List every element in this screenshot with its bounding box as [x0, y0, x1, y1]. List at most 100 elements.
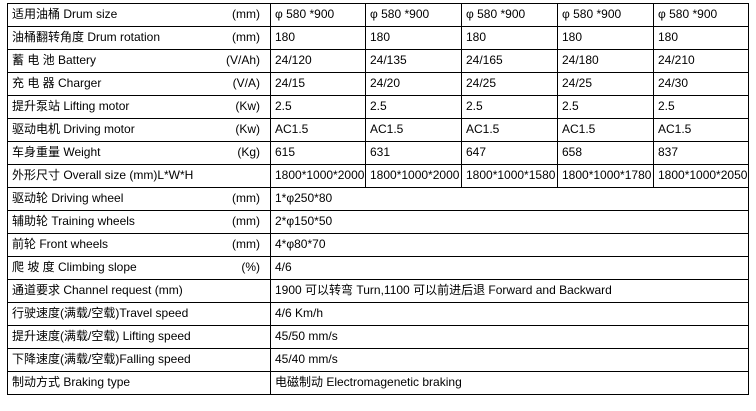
row-label-text: 下降速度(满载/空载)Falling speed: [12, 352, 191, 367]
table-row: 制动方式 Braking type 电磁制动 Electromagenetic b…: [7, 371, 749, 395]
row-value-cell: 2.5: [461, 95, 558, 119]
row-value-cell: 2.5: [270, 95, 366, 119]
table-row: 适用油桶 Drum size (mm) φ 580 *900 φ 580 *900 φ …: [7, 3, 749, 27]
row-value-cell: 1*φ250*80: [270, 187, 749, 211]
row-label-cell: 驱动电机 Driving motor (Kw): [7, 118, 271, 142]
row-label-cell: 辅助轮 Training wheels (mm): [7, 210, 271, 234]
row-value-cell: 1800*1000*1780: [557, 164, 654, 188]
row-value-cell: 180: [270, 26, 366, 50]
row-value-cell: 2.5: [557, 95, 654, 119]
row-value-cell: 24/15: [270, 72, 366, 96]
row-label-unit: (V/Ah): [225, 53, 260, 68]
row-label-unit: (mm): [232, 30, 260, 45]
row-label-cell: 行驶速度(满载/空载)Travel speed: [7, 302, 271, 326]
row-label-cell: 驱动轮 Driving wheel (mm): [7, 187, 271, 211]
table-row: 辅助轮 Training wheels (mm) 2*φ150*50: [7, 210, 749, 234]
row-label-unit: (mm): [232, 237, 260, 252]
row-value-cell: 24/210: [653, 49, 749, 73]
row-label-text: 制动方式 Braking type: [12, 375, 131, 390]
row-label-cell: 提升速度(满载/空载) Lifting speed: [7, 325, 271, 349]
table-row: 蓄 电 池 Battery (V/Ah) 24/120 24/135 24/165 24/…: [7, 49, 749, 73]
row-label-text: 驱动电机 Driving motor: [12, 122, 135, 137]
row-label-text: 适用油桶 Drum size: [12, 7, 118, 22]
row-label-text: 蓄 电 池 Battery: [12, 53, 97, 68]
row-value-cell: 180: [557, 26, 654, 50]
table-row: 爬 坡 度 Climbing slope (%) 4/6: [7, 256, 749, 280]
row-label-cell: 适用油桶 Drum size (mm): [7, 3, 271, 27]
table-row: 通道要求 Channel request (mm) 1900 可以转弯 Turn,…: [7, 279, 749, 303]
row-value-cell: 180: [653, 26, 749, 50]
table-row: 充 电 器 Charger (V/A) 24/15 24/20 24/25 24/25 24…: [7, 72, 749, 96]
row-label-text: 前轮 Front wheels: [12, 237, 109, 252]
table-row: 行驶速度(满载/空载)Travel speed 4/6 Km/h: [7, 302, 749, 326]
row-value-cell: 24/20: [365, 72, 462, 96]
specification-table-body: 适用油桶 Drum size (mm) φ 580 *900 φ 580 *900 φ …: [7, 3, 749, 395]
row-label-unit: (mm): [232, 214, 260, 229]
row-value-cell: 24/165: [461, 49, 558, 73]
table-row: 驱动电机 Driving motor (Kw) AC1.5 AC1.5 AC1.5 AC1…: [7, 118, 749, 142]
row-value-cell: 45/50 mm/s: [270, 325, 749, 349]
table-row: 驱动轮 Driving wheel (mm) 1*φ250*80: [7, 187, 749, 211]
row-label-unit: (mm): [232, 7, 260, 22]
row-value-cell: 1800*1000*2000: [365, 164, 462, 188]
row-value-cell: AC1.5: [653, 118, 749, 142]
row-value-cell: AC1.5: [270, 118, 366, 142]
row-label-cell: 油桶翻转角度 Drum rotation (mm): [7, 26, 271, 50]
table-row: 车身重量 Weight (Kg) 615 631 647 658 837: [7, 141, 749, 165]
row-label-text: 提升泵站 Lifting motor: [12, 99, 130, 114]
row-value-cell: 615: [270, 141, 366, 165]
row-label-unit: (mm): [232, 191, 260, 206]
row-label-text: 通道要求 Channel request (mm): [12, 283, 183, 298]
row-value-cell: 180: [461, 26, 558, 50]
row-label-cell: 爬 坡 度 Climbing slope (%): [7, 256, 271, 280]
row-label-cell: 下降速度(满载/空载)Falling speed: [7, 348, 271, 372]
row-value-cell: AC1.5: [461, 118, 558, 142]
row-label-cell: 充 电 器 Charger (V/A): [7, 72, 271, 96]
row-value-cell: 2.5: [365, 95, 462, 119]
table-row: 前轮 Front wheels (mm) 4*φ80*70: [7, 233, 749, 257]
row-label-text: 辅助轮 Training wheels: [12, 214, 135, 229]
table-row: 提升速度(满载/空载) Lifting speed 45/50 mm/s: [7, 325, 749, 349]
row-value-cell: 2.5: [653, 95, 749, 119]
row-value-cell: AC1.5: [365, 118, 462, 142]
row-label-cell: 前轮 Front wheels (mm): [7, 233, 271, 257]
row-label-text: 车身重量 Weight: [12, 145, 101, 160]
row-label-cell: 蓄 电 池 Battery (V/Ah): [7, 49, 271, 73]
row-label-text: 行驶速度(满载/空载)Travel speed: [12, 306, 189, 321]
row-label-text: 提升速度(满载/空载) Lifting speed: [12, 329, 191, 344]
row-value-cell: 45/40 mm/s: [270, 348, 749, 372]
table-row: 下降速度(满载/空载)Falling speed 45/40 mm/s: [7, 348, 749, 372]
table-row: 油桶翻转角度 Drum rotation (mm) 180 180 180 180 180: [7, 26, 749, 50]
row-value-cell: 1800*1000*2050: [653, 164, 749, 188]
row-value-cell: φ 580 *900: [365, 3, 462, 27]
row-value-cell: 24/25: [557, 72, 654, 96]
row-label-unit: (Kw): [235, 122, 260, 137]
row-value-cell: 1800*1000*1580: [461, 164, 558, 188]
row-value-cell: 4/6 Km/h: [270, 302, 749, 326]
specification-table: 适用油桶 Drum size (mm) φ 580 *900 φ 580 *900 φ …: [7, 3, 749, 395]
row-value-cell: 4*φ80*70: [270, 233, 749, 257]
row-label-cell: 车身重量 Weight (Kg): [7, 141, 271, 165]
row-label-text: 驱动轮 Driving wheel: [12, 191, 124, 206]
table-row: 提升泵站 Lifting motor (Kw) 2.5 2.5 2.5 2.5 2.5: [7, 95, 749, 119]
row-value-cell: 1800*1000*2000: [270, 164, 366, 188]
row-value-cell: φ 580 *900: [270, 3, 366, 27]
row-value-cell: 24/180: [557, 49, 654, 73]
row-value-cell: 电磁制动 Electromagenetic braking: [270, 371, 749, 395]
row-label-text: 外形尺寸 Overall size (mm)L*W*H: [12, 168, 194, 183]
table-row: 外形尺寸 Overall size (mm)L*W*H 1800*1000*200…: [7, 164, 749, 188]
row-value-cell: φ 580 *900: [653, 3, 749, 27]
row-label-cell: 外形尺寸 Overall size (mm)L*W*H: [7, 164, 271, 188]
row-value-cell: φ 580 *900: [461, 3, 558, 27]
row-label-cell: 提升泵站 Lifting motor (Kw): [7, 95, 271, 119]
row-label-text: 油桶翻转角度 Drum rotation: [12, 30, 161, 45]
row-value-cell: 4/6: [270, 256, 749, 280]
row-label-cell: 制动方式 Braking type: [7, 371, 271, 395]
row-label-unit: (V/A): [232, 76, 260, 91]
row-value-cell: AC1.5: [557, 118, 654, 142]
row-value-cell: 658: [557, 141, 654, 165]
row-value-cell: 24/120: [270, 49, 366, 73]
row-value-cell: 1900 可以转弯 Turn,1100 可以前进后退 Forward and B…: [270, 279, 749, 303]
row-label-text: 充 电 器 Charger: [12, 76, 102, 91]
row-value-cell: 24/25: [461, 72, 558, 96]
